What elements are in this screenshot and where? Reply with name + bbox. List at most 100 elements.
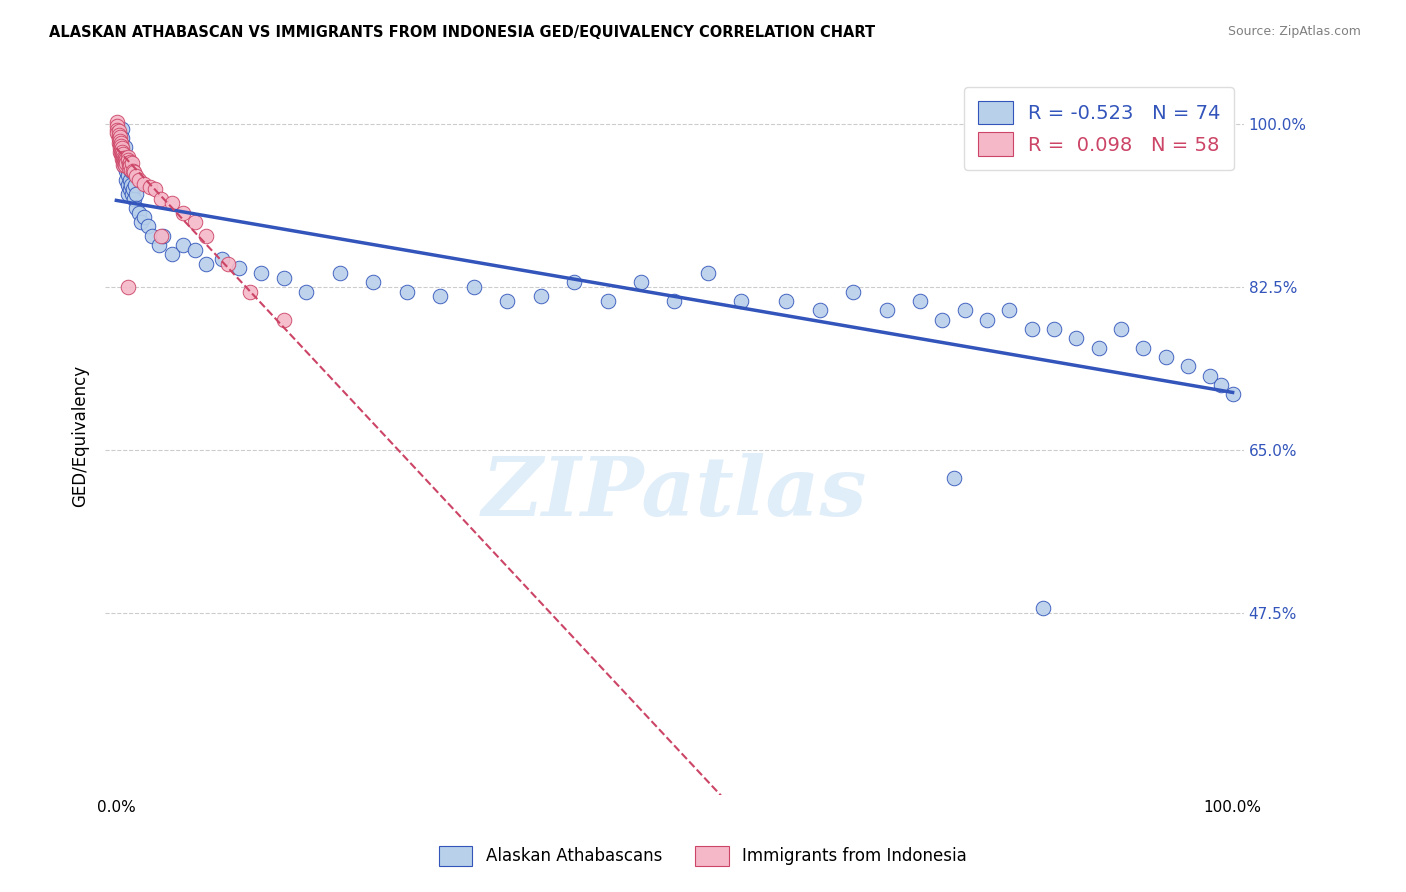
Point xyxy=(1199,368,1222,383)
Point xyxy=(115,163,138,178)
Point xyxy=(121,156,143,170)
Point xyxy=(111,153,134,167)
Point xyxy=(108,130,131,145)
Point xyxy=(118,157,141,171)
Point xyxy=(908,293,931,308)
Point xyxy=(1032,601,1054,615)
Point xyxy=(112,150,135,164)
Point xyxy=(134,210,156,224)
Legend: Alaskan Athabascans, Immigrants from Indonesia: Alaskan Athabascans, Immigrants from Ind… xyxy=(426,832,980,880)
Point xyxy=(110,136,132,150)
Point xyxy=(120,163,142,178)
Point xyxy=(107,126,129,140)
Point xyxy=(1132,341,1154,355)
Point xyxy=(111,141,134,155)
Point xyxy=(108,141,131,155)
Point xyxy=(1222,387,1244,401)
Point xyxy=(1109,322,1132,336)
Point xyxy=(107,115,129,129)
Point xyxy=(273,312,295,326)
Point xyxy=(134,177,156,191)
Point xyxy=(112,146,135,161)
Point xyxy=(1087,341,1109,355)
Point xyxy=(107,128,129,143)
Point xyxy=(211,252,233,266)
Point xyxy=(496,293,519,308)
Point xyxy=(1154,350,1177,364)
Point xyxy=(329,266,352,280)
Point xyxy=(114,140,136,154)
Point xyxy=(125,201,148,215)
Point xyxy=(108,145,131,159)
Point xyxy=(107,132,129,146)
Point xyxy=(115,173,138,187)
Point xyxy=(148,238,170,252)
Point xyxy=(110,143,132,157)
Point xyxy=(1177,359,1199,374)
Point xyxy=(1021,322,1043,336)
Point xyxy=(562,276,585,290)
Point xyxy=(108,137,131,152)
Point xyxy=(122,163,145,178)
Point xyxy=(108,134,131,148)
Point xyxy=(429,289,451,303)
Text: ALASKAN ATHABASCAN VS IMMIGRANTS FROM INDONESIA GED/EQUIVALENCY CORRELATION CHAR: ALASKAN ATHABASCAN VS IMMIGRANTS FROM IN… xyxy=(49,25,876,40)
Point xyxy=(697,266,720,280)
Point xyxy=(107,122,129,136)
Point xyxy=(150,228,173,243)
Point xyxy=(183,243,205,257)
Point xyxy=(172,205,194,219)
Point xyxy=(228,261,250,276)
Point xyxy=(808,303,831,318)
Point xyxy=(122,182,145,196)
Point xyxy=(120,162,142,177)
Point xyxy=(107,119,129,133)
Text: Source: ZipAtlas.com: Source: ZipAtlas.com xyxy=(1227,25,1361,38)
Point xyxy=(118,173,141,187)
Point xyxy=(463,280,485,294)
Point xyxy=(775,293,797,308)
Point xyxy=(111,145,134,159)
Point xyxy=(1066,331,1088,345)
Point xyxy=(194,257,217,271)
Point xyxy=(118,161,141,175)
Point xyxy=(141,228,163,243)
Point xyxy=(114,158,136,172)
Text: ZIPatlas: ZIPatlas xyxy=(482,453,868,533)
Point xyxy=(128,173,150,187)
Point xyxy=(842,285,865,299)
Point xyxy=(117,168,139,182)
Point xyxy=(115,153,138,167)
Point xyxy=(125,186,148,201)
Point xyxy=(111,121,134,136)
Point xyxy=(111,140,134,154)
Point xyxy=(117,154,139,169)
Point xyxy=(361,276,384,290)
Point xyxy=(107,130,129,145)
Point xyxy=(114,151,136,165)
Point xyxy=(931,312,953,326)
Point xyxy=(115,156,138,170)
Point xyxy=(112,154,135,169)
Point xyxy=(120,178,142,192)
Point xyxy=(122,192,145,206)
Point xyxy=(194,228,217,243)
Point xyxy=(953,303,976,318)
Point xyxy=(295,285,318,299)
Point xyxy=(128,205,150,219)
Point xyxy=(150,192,173,206)
Point xyxy=(1043,322,1066,336)
Point xyxy=(107,136,129,150)
Point xyxy=(118,155,141,169)
Point xyxy=(876,303,898,318)
Point xyxy=(111,149,134,163)
Point xyxy=(112,158,135,172)
Point xyxy=(114,154,136,169)
Point xyxy=(998,303,1021,318)
Point xyxy=(112,151,135,165)
Point xyxy=(124,178,146,192)
Point xyxy=(110,146,132,161)
Point xyxy=(125,169,148,184)
Point xyxy=(117,178,139,192)
Point xyxy=(114,154,136,169)
